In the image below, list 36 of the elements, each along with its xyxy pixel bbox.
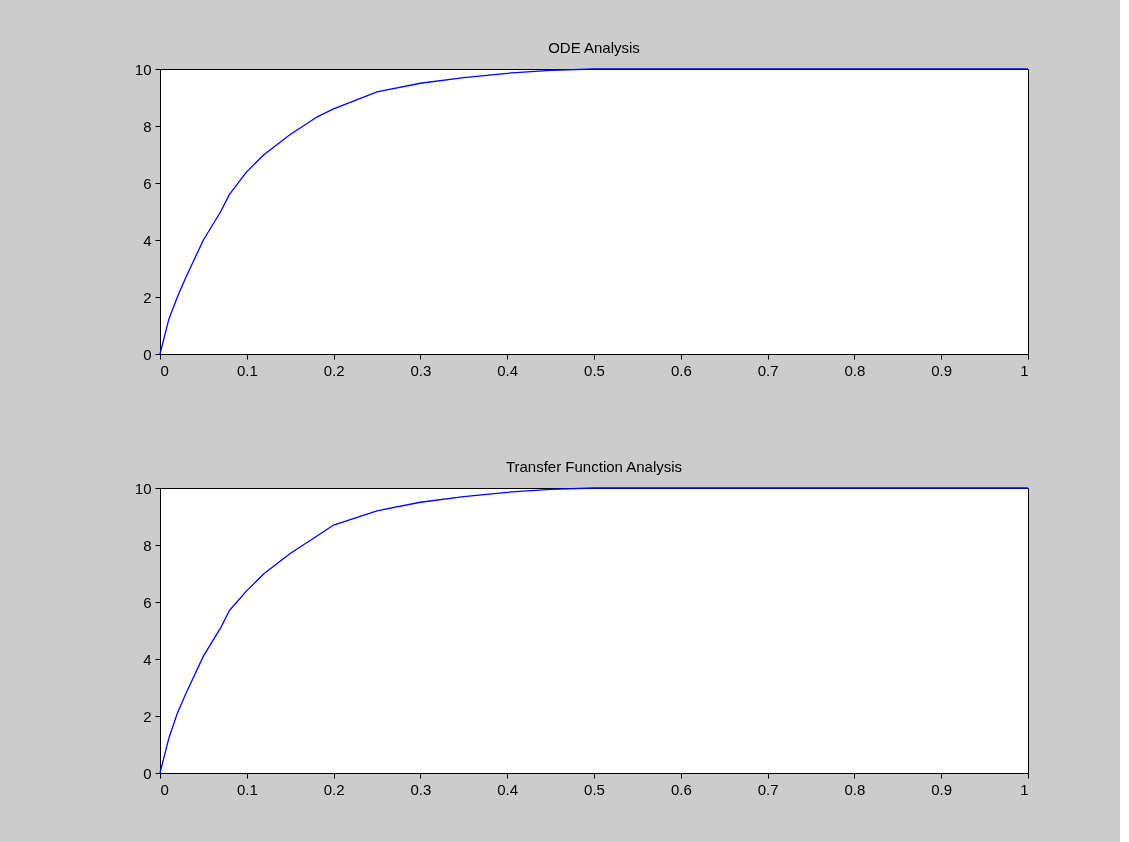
- x-tick-label: 0.1: [236, 780, 258, 798]
- x-tick-label: 0.7: [757, 361, 779, 379]
- x-tick-label: 0.9: [931, 361, 953, 379]
- x-tick-label: 0.6: [670, 780, 692, 798]
- x-tick-label: 0.1: [236, 361, 258, 379]
- x-tick-label: 0: [160, 780, 169, 798]
- x-tick-label: 0: [160, 361, 169, 379]
- x-tick-label: 0.8: [844, 361, 866, 379]
- y-tick-label: 6: [143, 174, 152, 192]
- x-tick-label: 0.9: [931, 780, 953, 798]
- y-tick-label: 0: [143, 345, 152, 363]
- y-tick-label: 4: [143, 231, 152, 249]
- y-tick-label: 10: [134, 479, 152, 497]
- y-tick-label: 2: [143, 707, 152, 725]
- x-tick-label: 0.2: [323, 361, 345, 379]
- chart-title: Transfer Function Analysis: [505, 458, 683, 475]
- x-tick-label: 0.2: [323, 780, 345, 798]
- x-tick-label: 1: [1020, 361, 1029, 379]
- x-tick-label: 0.4: [497, 780, 519, 798]
- x-tick-label: 0.5: [584, 361, 605, 379]
- x-tick-label: 0.6: [670, 361, 692, 379]
- x-tick-label: 1: [1020, 780, 1029, 798]
- x-tick-label: 0.3: [410, 361, 432, 379]
- y-tick-label: 8: [143, 536, 152, 554]
- x-tick-label: 0.3: [410, 780, 432, 798]
- x-tick-label: 0.4: [497, 361, 519, 379]
- x-tick-label: 0.7: [757, 780, 779, 798]
- y-tick-label: 6: [143, 593, 152, 611]
- y-tick-label: 4: [143, 650, 152, 668]
- y-tick-label: 10: [134, 60, 152, 78]
- x-tick-label: 0.5: [584, 780, 605, 798]
- y-tick-label: 8: [143, 117, 152, 135]
- y-tick-label: 2: [143, 288, 152, 306]
- x-tick-label: 0.8: [844, 780, 866, 798]
- y-tick-label: 0: [143, 764, 152, 782]
- chart-title: ODE Analysis: [548, 39, 640, 56]
